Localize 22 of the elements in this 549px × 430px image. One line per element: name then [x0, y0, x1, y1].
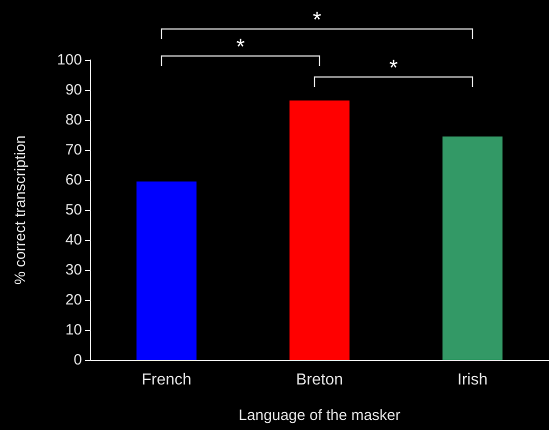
x-tick-label: Irish	[457, 372, 488, 388]
y-tick-label: 100	[56, 52, 82, 68]
y-tick-label: 70	[65, 142, 82, 158]
y-tick-label: 90	[65, 82, 82, 98]
x-axis-title: Language of the masker	[238, 407, 400, 424]
y-tick-label: 60	[65, 172, 82, 188]
x-tick-label: Breton	[296, 372, 344, 388]
y-tick-label: 20	[65, 292, 82, 308]
y-tick-label: 50	[65, 202, 82, 218]
bar	[136, 182, 196, 360]
y-tick-label: 80	[65, 112, 82, 128]
y-tick-label: 30	[65, 262, 82, 278]
text: *	[312, 7, 322, 32]
bar	[290, 100, 350, 360]
annotation: *	[389, 55, 398, 80]
y-tick-label: 40	[65, 232, 82, 248]
x-tick-label: French	[142, 372, 192, 388]
text: *	[236, 34, 246, 59]
y-axis-title: % correct transcription	[12, 135, 29, 285]
y-tick-label: 0	[74, 352, 82, 368]
bar	[442, 136, 502, 360]
y-tick-label: 10	[65, 322, 82, 338]
